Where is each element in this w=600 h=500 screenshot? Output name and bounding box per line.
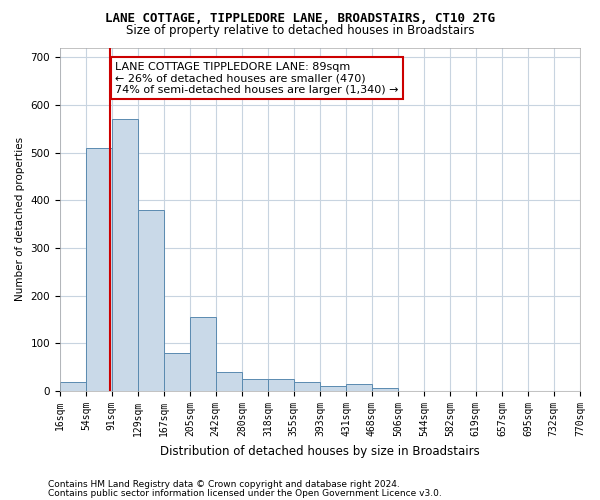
X-axis label: Distribution of detached houses by size in Broadstairs: Distribution of detached houses by size … [160,444,480,458]
Bar [294,382,320,391]
Bar [60,382,86,391]
Bar [320,386,346,391]
Bar [371,388,398,391]
Bar [190,317,216,391]
Y-axis label: Number of detached properties: Number of detached properties [15,138,25,302]
Text: LANE COTTAGE, TIPPLEDORE LANE, BROADSTAIRS, CT10 2TG: LANE COTTAGE, TIPPLEDORE LANE, BROADSTAI… [105,12,495,26]
Bar [268,380,294,391]
Bar [112,119,138,391]
Bar [164,353,190,391]
Text: Size of property relative to detached houses in Broadstairs: Size of property relative to detached ho… [126,24,474,37]
Text: Contains HM Land Registry data © Crown copyright and database right 2024.: Contains HM Land Registry data © Crown c… [48,480,400,489]
Bar [346,384,371,391]
Bar [86,148,112,391]
Bar [216,372,242,391]
Bar [138,210,164,391]
Title: LANE COTTAGE, TIPPLEDORE LANE, BROADSTAIRS, CT10 2TG: LANE COTTAGE, TIPPLEDORE LANE, BROADSTAI… [0,499,1,500]
Text: LANE COTTAGE TIPPLEDORE LANE: 89sqm
← 26% of detached houses are smaller (470)
7: LANE COTTAGE TIPPLEDORE LANE: 89sqm ← 26… [115,62,398,95]
Text: Contains public sector information licensed under the Open Government Licence v3: Contains public sector information licen… [48,488,442,498]
Bar [242,380,268,391]
